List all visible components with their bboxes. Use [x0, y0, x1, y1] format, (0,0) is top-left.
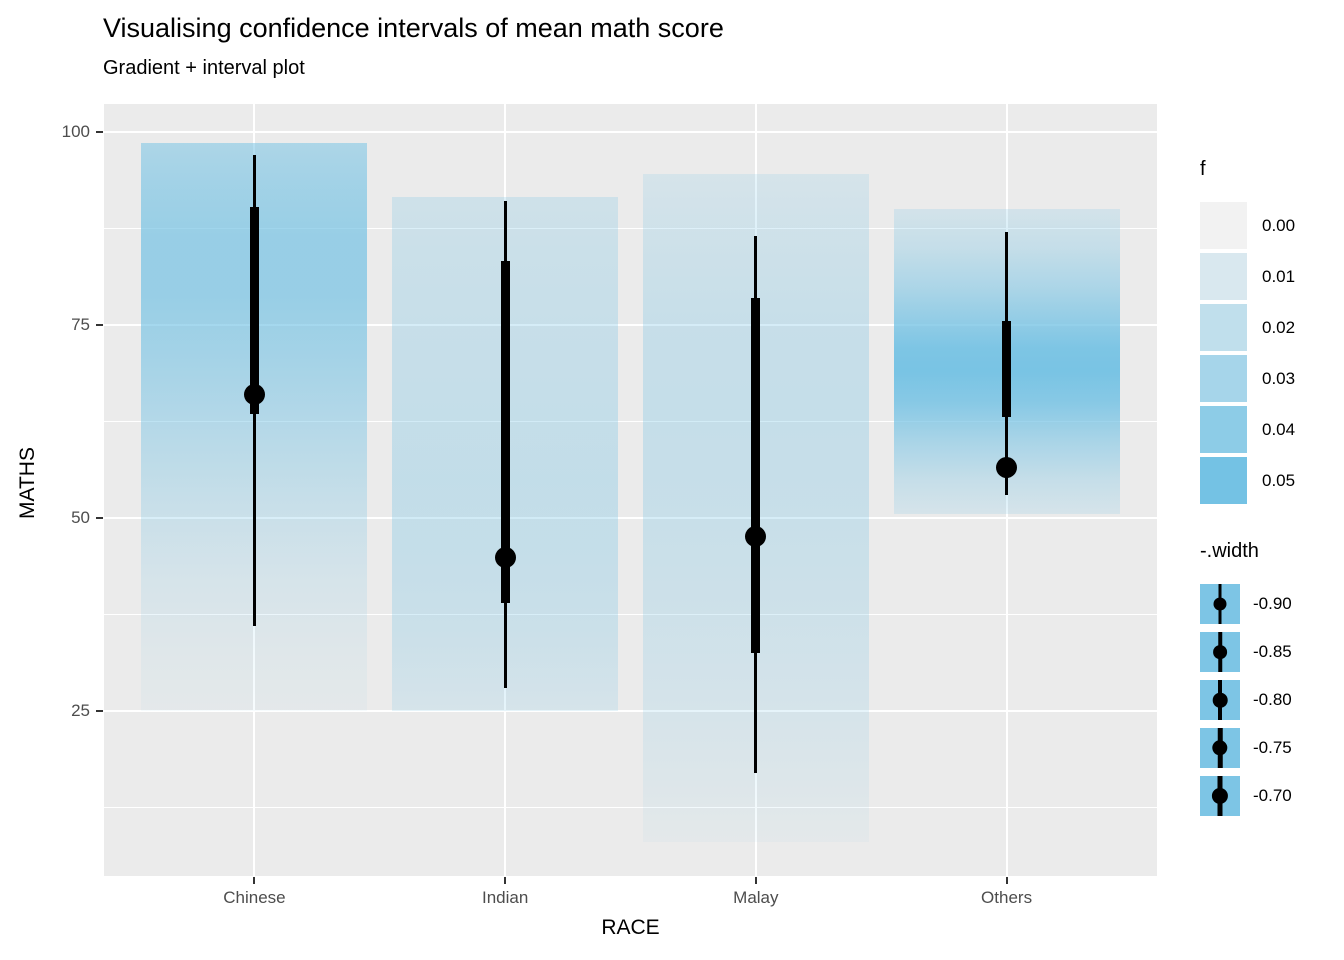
interval-inner-chinese: [249, 206, 259, 414]
legend-fill-label: 0.00: [1262, 215, 1296, 235]
y-tick-mark: [96, 130, 103, 133]
fill-swatch-icon: [1200, 355, 1247, 402]
x-tick-label: Malay: [733, 888, 779, 907]
legend-fill-item: 0.01: [1200, 253, 1295, 300]
legend-width: -.width -0.90 -0.85 -0.80 -0.75 -0.70: [1200, 540, 1292, 824]
x-tick-label: Indian: [481, 888, 529, 907]
legend-width-label: -0.90: [1253, 594, 1292, 613]
key-point-dot: [1213, 597, 1227, 611]
fill-swatch-icon: [1200, 304, 1247, 351]
gridline-major: [104, 130, 1157, 133]
y-tick-label: 100: [61, 121, 90, 141]
legend-width-label: -0.75: [1253, 738, 1292, 757]
legend-width-label: -0.85: [1253, 642, 1292, 661]
legend-width-label: -0.80: [1253, 690, 1292, 709]
legend-fill-item: 0.04: [1200, 406, 1295, 453]
legend-width-item: -0.75: [1200, 728, 1292, 768]
legend-fill-label: 0.04: [1262, 419, 1296, 439]
legend-width-item: -0.90: [1200, 584, 1292, 624]
gridline-major: [104, 323, 1157, 326]
chart-subtitle: Gradient + interval plot: [103, 57, 305, 79]
key-point-dot: [1212, 692, 1228, 708]
key-point-dot: [1212, 740, 1228, 756]
pointinterval-key-icon: [1200, 728, 1240, 768]
legend-width-keys: -0.90 -0.85 -0.80 -0.75 -0.70: [1200, 584, 1292, 816]
legend-fill-label: 0.05: [1262, 470, 1296, 490]
legend-fill-item: 0.05: [1200, 457, 1295, 504]
x-tick-label: Others: [981, 888, 1033, 907]
y-tick-mark: [96, 323, 103, 326]
legend-width-item: -0.80: [1200, 680, 1292, 720]
legend-width-item: -0.85: [1200, 632, 1292, 672]
legend-width-label: -0.70: [1253, 786, 1292, 805]
gridline-major: [104, 516, 1157, 519]
legend-fill: f 0.00 0.01 0.02 0.03 0.04 0.05: [1200, 158, 1295, 508]
fill-swatch-icon: [1200, 253, 1247, 300]
gridline-minor: [104, 421, 1157, 423]
fill-swatch-icon: [1200, 406, 1247, 453]
pointinterval-key-icon: [1200, 776, 1240, 816]
x-tick-label: Chinese: [223, 888, 286, 907]
y-tick-mark: [96, 709, 103, 712]
interval-inner-indian: [500, 260, 510, 603]
chart-title: Visualising confidence intervals of mean…: [103, 13, 724, 43]
point-mean-others: [996, 456, 1018, 478]
pointinterval-key-icon: [1200, 632, 1240, 672]
legend-width-item: -0.70: [1200, 776, 1292, 816]
y-tick-label: 75: [71, 314, 90, 334]
key-point-dot: [1211, 787, 1229, 805]
legend-fill-item: 0.00: [1200, 202, 1295, 249]
legend-fill-title: f: [1200, 158, 1206, 180]
legend-fill-label: 0.03: [1262, 368, 1296, 388]
interval-inner-others: [1002, 320, 1012, 418]
key-point-dot: [1213, 645, 1227, 659]
legend-fill-label: 0.02: [1262, 317, 1296, 337]
legend-fill-item: 0.02: [1200, 304, 1295, 351]
gridline-major: [104, 709, 1157, 712]
legend-fill-keys: 0.00 0.01 0.02 0.03 0.04 0.05: [1200, 202, 1295, 504]
legend-fill-item: 0.03: [1200, 355, 1295, 402]
y-tick-mark: [96, 516, 103, 519]
legend-fill-label: 0.01: [1262, 266, 1296, 286]
x-tick-mark: [754, 877, 757, 884]
point-mean-malay: [745, 526, 767, 548]
interval-inner-malay: [751, 297, 761, 653]
x-axis-title: RACE: [601, 916, 660, 939]
pointinterval-key-icon: [1200, 680, 1240, 720]
x-tick-mark: [504, 877, 507, 884]
gridline-minor: [104, 228, 1157, 230]
gridline-minor: [104, 614, 1157, 616]
gridline-minor: [104, 807, 1157, 809]
point-mean-indian: [494, 547, 516, 569]
fill-swatch-icon: [1200, 457, 1247, 504]
plot-panel: [104, 104, 1157, 876]
legend-width-title: -.width: [1200, 540, 1259, 562]
x-tick-mark: [1005, 877, 1008, 884]
y-tick-label: 50: [71, 507, 90, 527]
y-tick-label: 25: [71, 700, 90, 720]
x-tick-mark: [253, 877, 256, 884]
fill-swatch-icon: [1200, 202, 1247, 249]
pointinterval-key-icon: [1200, 584, 1240, 624]
point-mean-chinese: [243, 383, 265, 405]
